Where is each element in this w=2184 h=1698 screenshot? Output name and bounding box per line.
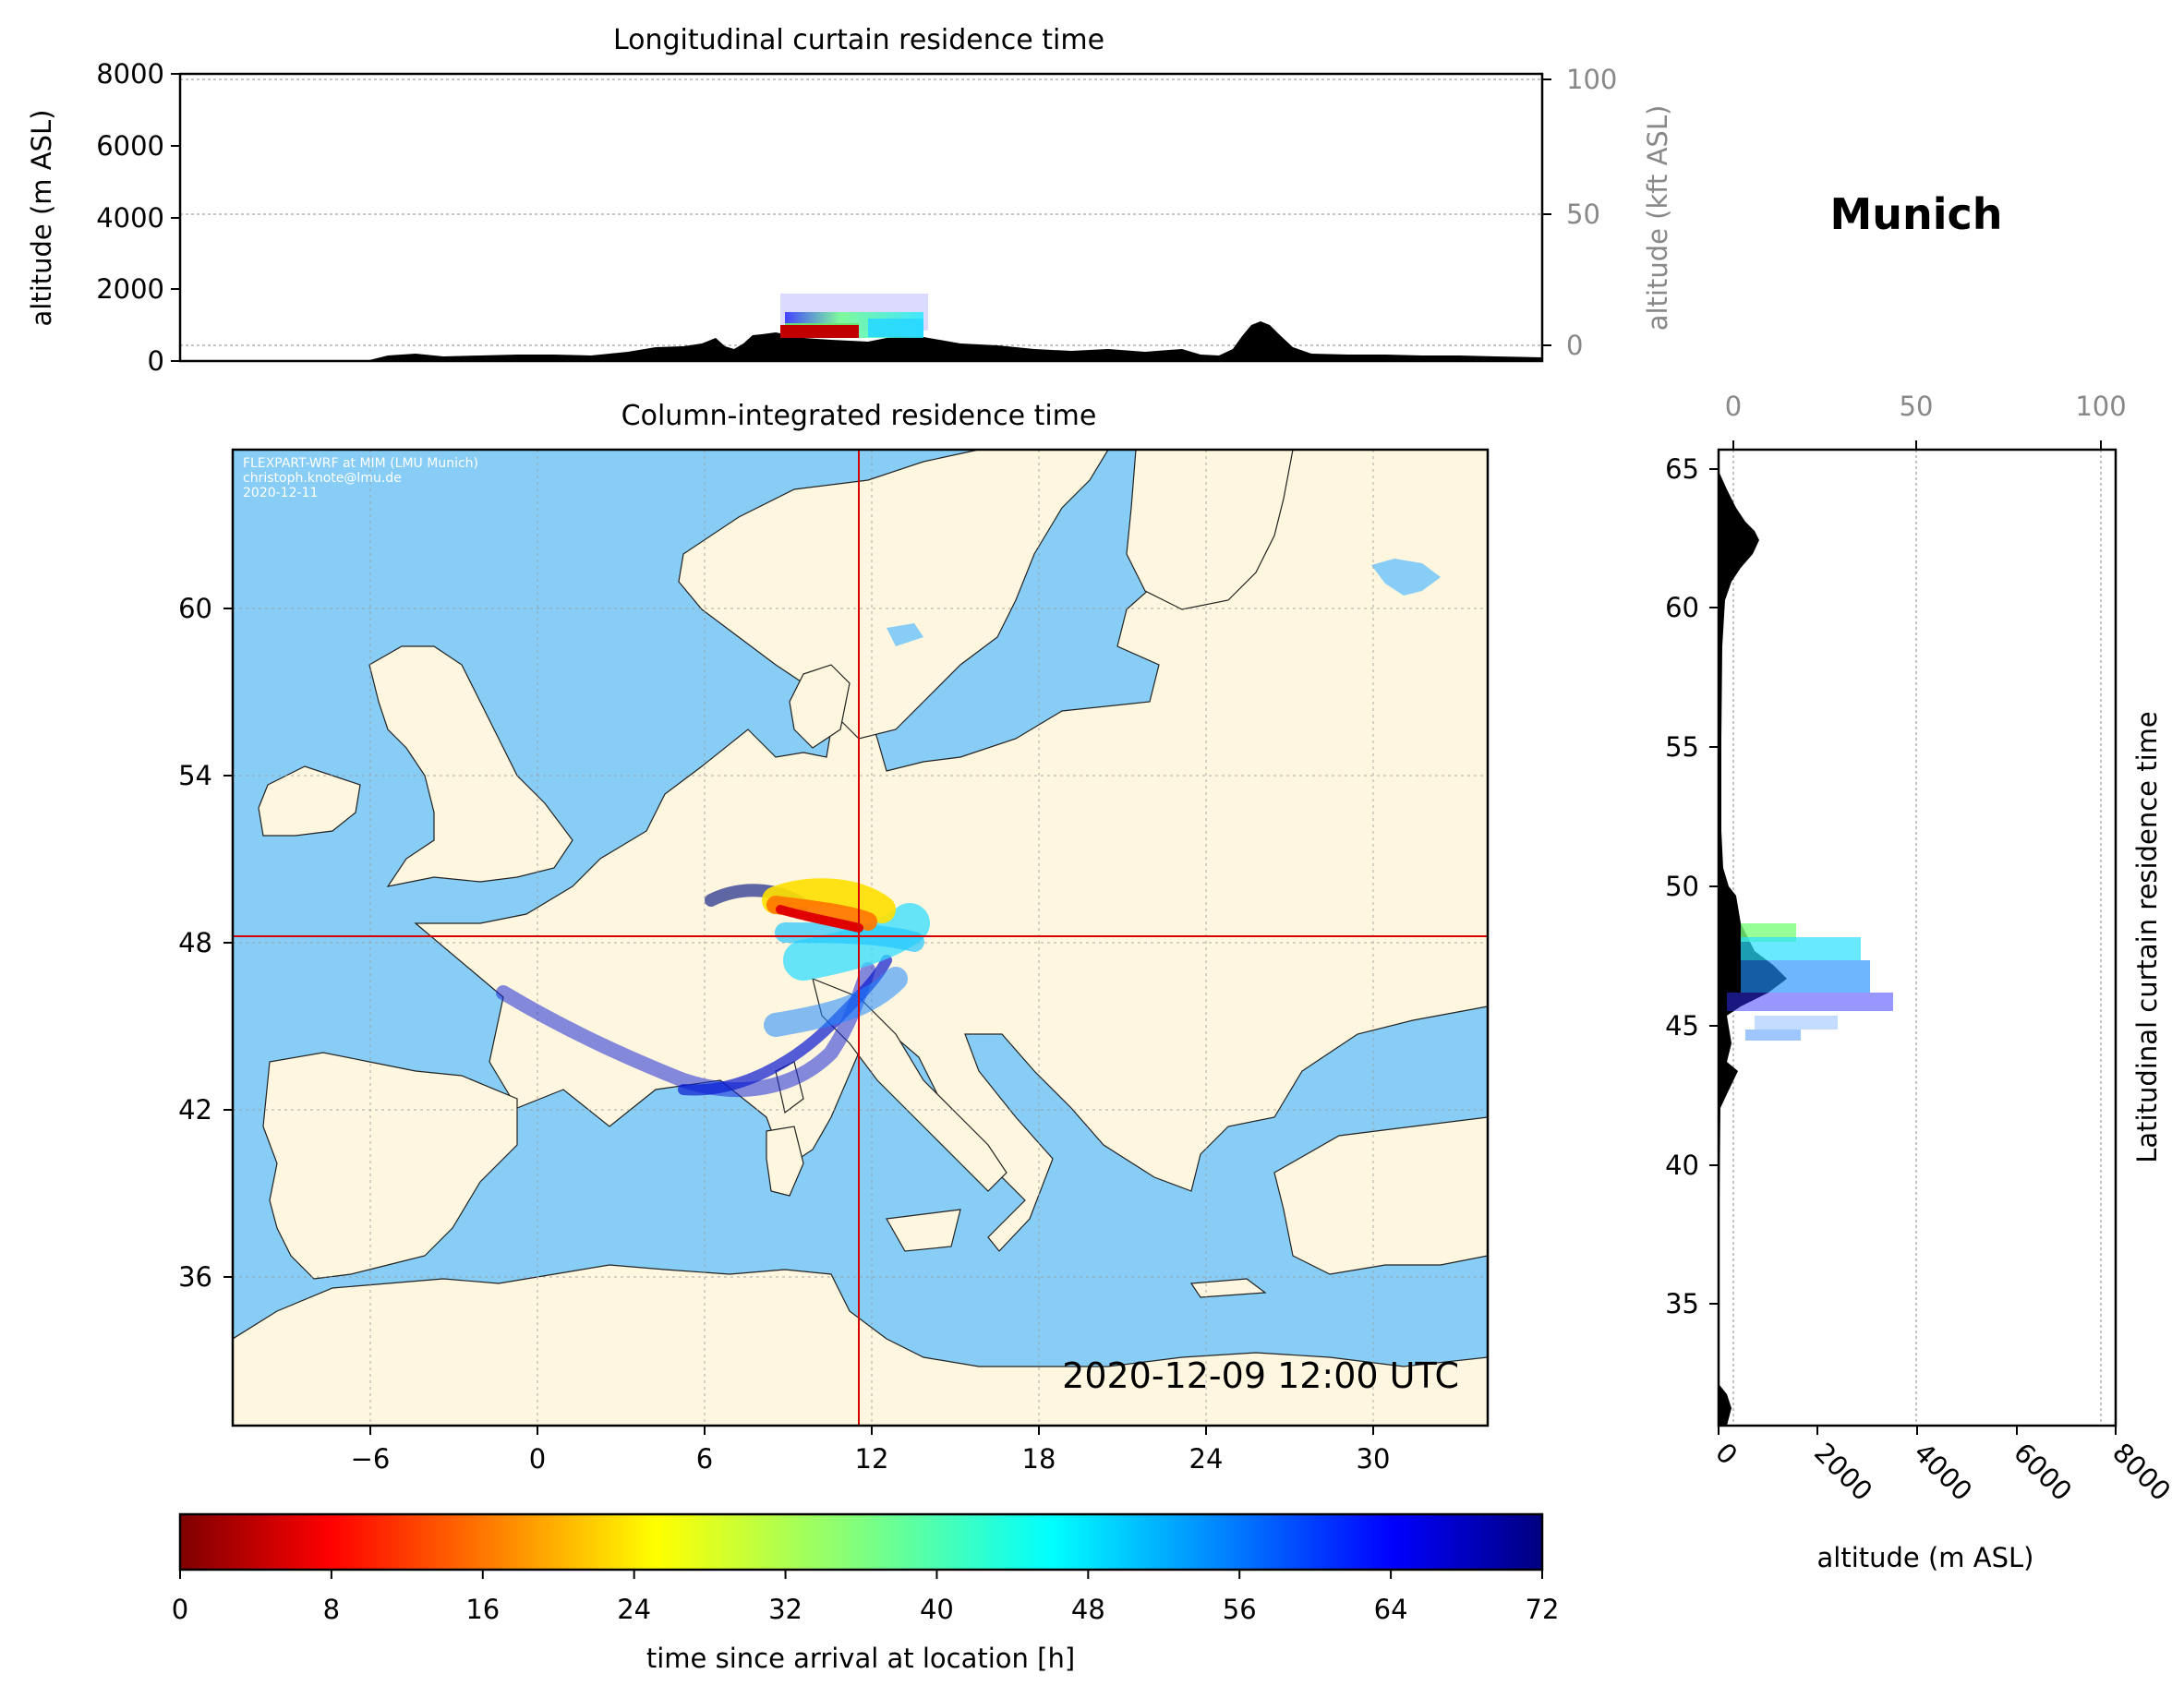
longitudinal-curtain-panel: Longitudinal curtain residence time 0 200… [26,24,1673,377]
colorbar-tick-label: 40 [920,1594,954,1625]
terrain-profile [180,321,1542,361]
right-lat-tick-label: 60 [1665,592,1699,623]
colorbar-tick-label: 48 [1071,1594,1105,1625]
colorbar-tick-label: 8 [323,1594,340,1625]
colorbar-tick-label: 24 [617,1594,651,1625]
right-lat-tick-label: 40 [1665,1150,1699,1181]
map-credit-line2: christoph.knote@lmu.de [243,471,402,486]
top-ytick-label: 8000 [96,58,164,90]
map-timestamp: 2020-12-09 12:00 UTC [1062,1355,1459,1396]
lat-tick-label: 54 [178,760,212,791]
right-ylabel: Latitudinal curtain residence time [2131,711,2163,1163]
right-alt-tick-label: 4000 [1908,1437,1978,1507]
colorbar-gradient [178,1512,1544,1572]
latitudinal-curtain-panel: 35 40 45 50 55 60 65 0 2000 4000 6000 8000 0 50 100 al… [1665,391,2177,1573]
lon-tick-label: 6 [696,1443,713,1475]
top-ytick-label: 4000 [96,202,164,234]
station-title: Munich [1829,189,2002,239]
right-alt-tick-label: 8000 [2106,1437,2177,1507]
landmasses [233,450,1488,1426]
top-panel-title: Longitudinal curtain residence time [613,24,1104,56]
map-panel-title: Column-integrated residence time [621,400,1097,432]
colorbar-tick-label: 32 [768,1594,802,1625]
top-right-tick-label: 50 [1566,199,1600,230]
lat-tick-label: 36 [178,1261,212,1293]
top-ytick-label: 6000 [96,130,164,162]
colorbar-tick-label: 64 [1374,1594,1408,1625]
right-lat-tick-label: 55 [1665,731,1699,763]
right-alt-tick-label: 6000 [2008,1437,2078,1507]
lon-tick-label: 0 [529,1443,546,1475]
right-kft-tick-label: 50 [1900,391,1934,422]
top-right-tick-label: 0 [1566,330,1583,361]
right-alt-tick-label: 2000 [1808,1437,1878,1507]
map-credit-line3: 2020-12-11 [243,486,318,500]
right-lat-tick-label: 50 [1665,871,1699,902]
right-lat-tick-label: 35 [1665,1288,1699,1319]
top-ylabel-left: altitude (m ASL) [26,110,57,327]
map-panel: Column-integrated residence time [178,400,1490,1475]
colorbar: 0 8 16 24 32 40 48 56 64 72 time since arrival at… [172,1512,1560,1674]
lat-tick-label: 60 [178,593,212,624]
lon-tick-label: −6 [351,1443,391,1475]
top-ylabel-right: altitude (kft ASL) [1642,105,1673,331]
lat-tick-label: 48 [178,927,212,958]
colorbar-label: time since arrival at location [h] [646,1643,1075,1674]
lon-tick-label: 24 [1189,1443,1224,1475]
lon-tick-label: 30 [1357,1443,1391,1475]
right-kft-tick-label: 0 [1725,391,1742,422]
top-right-tick-label: 100 [1566,64,1617,95]
right-kft-tick-label: 100 [2075,391,2126,422]
lon-tick-label: 12 [855,1443,889,1475]
right-alt-tick-label: 0 [1709,1437,1744,1471]
terrain-profile-lat [1719,450,1787,1426]
right-xlabel: altitude (m ASL) [1817,1542,2034,1573]
colorbar-tick-label: 0 [172,1594,188,1625]
colorbar-tick-label: 72 [1526,1594,1560,1625]
map-credit-line1: FLEXPART-WRF at MIM (LMU Munich) [243,456,478,471]
plume-curtain-lat [1727,923,1893,1041]
colorbar-tick-label: 56 [1223,1594,1257,1625]
residence-time-plume [496,878,930,1097]
colorbar-tick-label: 16 [465,1594,500,1625]
right-lat-tick-label: 65 [1665,453,1699,485]
lat-tick-label: 42 [178,1094,212,1126]
lon-tick-label: 18 [1022,1443,1056,1475]
top-ytick-label: 2000 [96,273,164,305]
plume-curtain [780,294,928,338]
top-ytick-label: 0 [148,345,164,377]
right-lat-tick-label: 45 [1665,1010,1699,1042]
